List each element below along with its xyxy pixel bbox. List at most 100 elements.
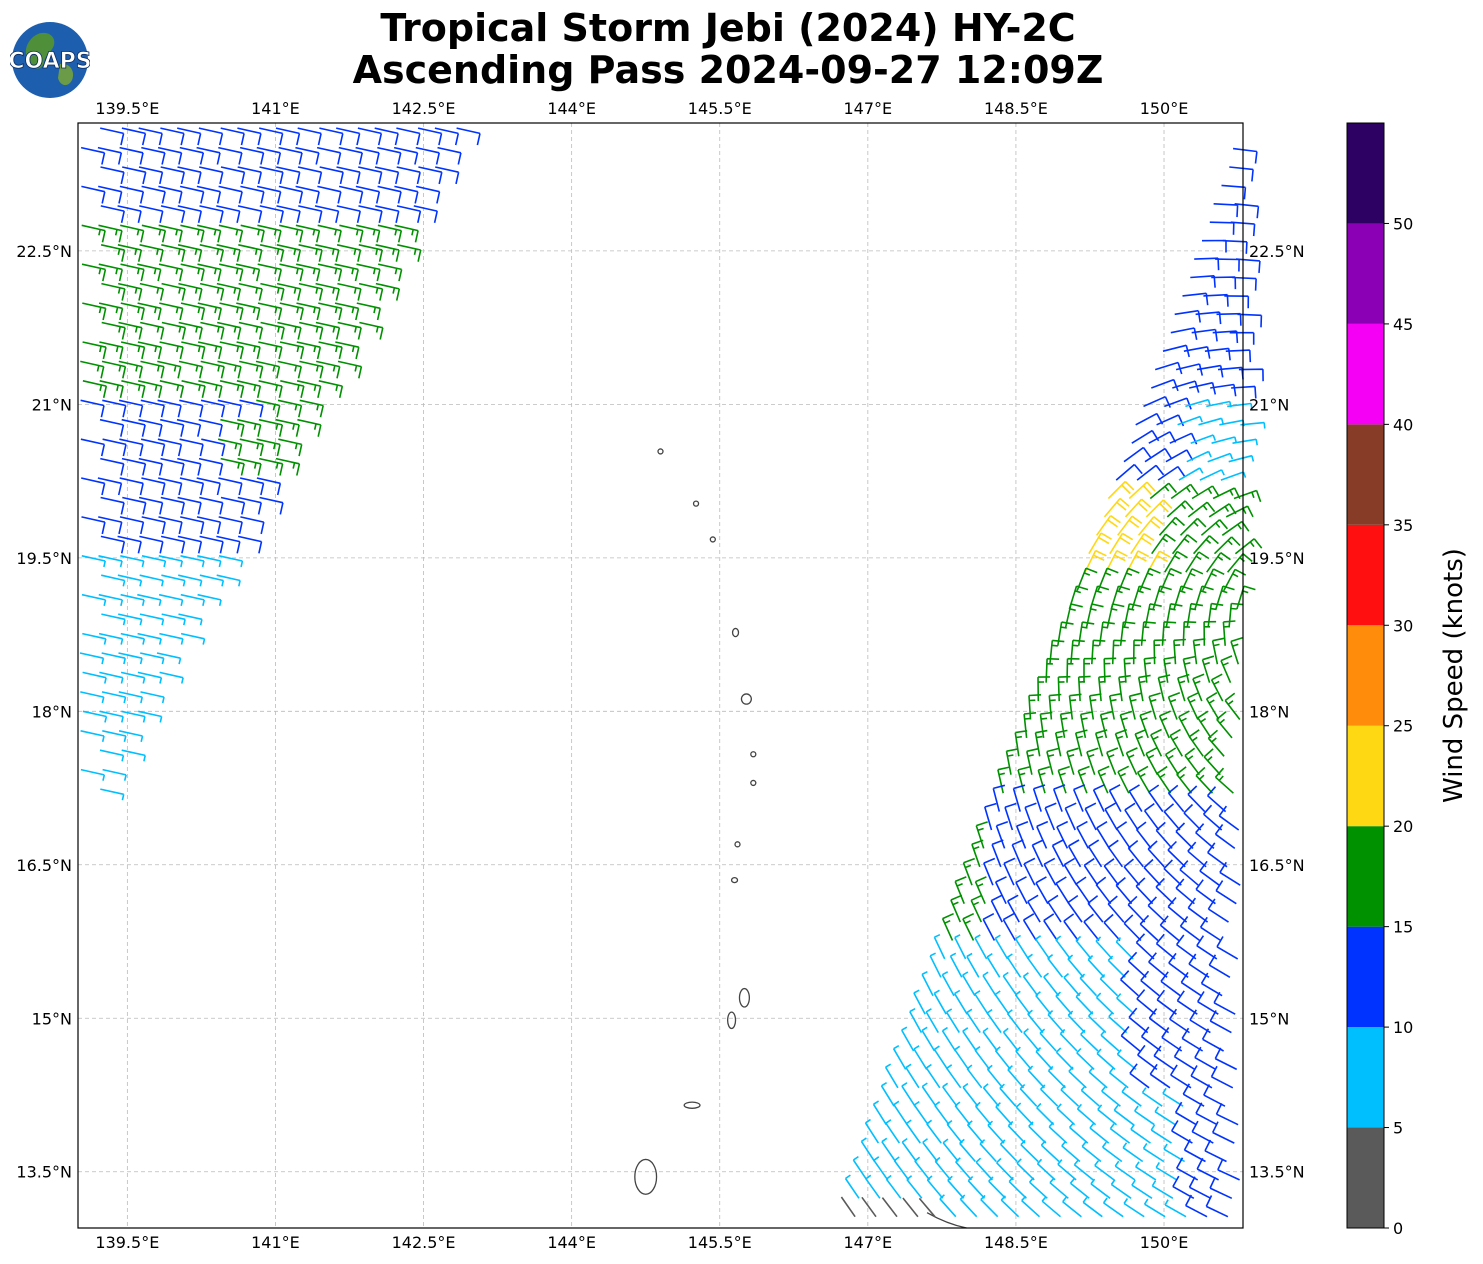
wind-barb bbox=[1047, 894, 1062, 923]
wind-barb bbox=[239, 146, 265, 165]
wind-barb bbox=[1215, 258, 1240, 272]
lat-tick-label-left: 13.5°N bbox=[16, 1163, 72, 1182]
wind-barb bbox=[237, 535, 263, 554]
wind-barb bbox=[1039, 1028, 1057, 1052]
wind-barb bbox=[1026, 953, 1043, 978]
wind-barb bbox=[122, 166, 147, 185]
wind-barb bbox=[933, 989, 947, 1015]
wind-barb bbox=[1080, 1085, 1100, 1107]
island-outline bbox=[734, 841, 741, 848]
wind-barb bbox=[1115, 876, 1133, 905]
wind-barb bbox=[356, 224, 381, 243]
wind-barb bbox=[1139, 914, 1159, 942]
wind-barb bbox=[1121, 1086, 1142, 1107]
wind-barb bbox=[181, 380, 206, 398]
wind-barb bbox=[922, 1138, 939, 1162]
wind-barb bbox=[197, 341, 223, 360]
wind-barb bbox=[137, 671, 163, 684]
wind-barb bbox=[240, 516, 265, 535]
island-outline bbox=[726, 1011, 737, 1030]
wind-barb bbox=[1106, 747, 1119, 775]
colorbar-segment bbox=[1347, 625, 1384, 726]
wind-barb bbox=[159, 632, 184, 645]
wind-barb bbox=[159, 341, 184, 360]
wind-barb bbox=[1184, 1194, 1208, 1218]
lat-tick-label-right: 21°N bbox=[1249, 395, 1289, 414]
wind-barb bbox=[276, 282, 302, 301]
wind-barb bbox=[1035, 935, 1051, 960]
wind-barb bbox=[1164, 747, 1180, 776]
wind-barb bbox=[1016, 1158, 1035, 1181]
wind-barb bbox=[1221, 184, 1247, 200]
colorbar-tick-label: 5 bbox=[1393, 1119, 1403, 1138]
wind-barb bbox=[99, 418, 125, 437]
wind-barb bbox=[418, 166, 443, 185]
wind-barb bbox=[1007, 1065, 1025, 1089]
wind-barb bbox=[140, 652, 165, 665]
wind-barb bbox=[1114, 1160, 1136, 1181]
tick-labels: 139.5°E 139.5°E 141°E 141°E 142.5°E 142.5°E 14… bbox=[16, 99, 1304, 1252]
wind-barb bbox=[1041, 1196, 1062, 1218]
wind-barb bbox=[1201, 655, 1215, 683]
wind-barb bbox=[319, 127, 344, 146]
wind-barb bbox=[256, 438, 281, 457]
wind-barb bbox=[160, 205, 186, 223]
wind-barb bbox=[992, 784, 1006, 812]
wind-barb bbox=[1202, 804, 1223, 831]
wind-barb bbox=[180, 632, 206, 645]
wind-barb bbox=[216, 574, 241, 587]
wind-barb bbox=[101, 574, 126, 587]
wind-barb bbox=[100, 166, 125, 185]
wind-barb bbox=[118, 652, 143, 665]
wind-barb bbox=[335, 341, 360, 360]
wind-barb bbox=[257, 224, 282, 243]
wind-barb bbox=[1216, 312, 1242, 326]
wind-barb bbox=[258, 341, 283, 360]
wind-barb bbox=[139, 244, 164, 262]
lon-tick-label-top: 139.5°E bbox=[95, 99, 159, 118]
wind-barb bbox=[1143, 395, 1172, 408]
wind-barb bbox=[237, 496, 262, 515]
wind-barb bbox=[1130, 1123, 1151, 1144]
wind-barb bbox=[158, 593, 184, 606]
wind-barb bbox=[1122, 1142, 1144, 1163]
wind-barb bbox=[299, 360, 324, 379]
wind-barb bbox=[1035, 1047, 1053, 1070]
wind-barb bbox=[1144, 603, 1162, 628]
wind-barb bbox=[220, 127, 245, 146]
wind-barb bbox=[336, 166, 361, 185]
wind-barb bbox=[237, 205, 263, 223]
lon-tick-label-top: 150°E bbox=[1140, 99, 1189, 118]
wind-barb bbox=[1145, 747, 1159, 776]
wind-barb bbox=[1218, 805, 1240, 831]
wind-barb bbox=[1075, 992, 1094, 1015]
wind-barb bbox=[1015, 820, 1029, 849]
wind-barb bbox=[1088, 532, 1112, 555]
wind-barb bbox=[220, 418, 245, 437]
wind-barb bbox=[974, 1045, 991, 1070]
wind-barb bbox=[1077, 621, 1095, 646]
wind-barb bbox=[1177, 673, 1190, 702]
wind-barb bbox=[1186, 450, 1212, 463]
wind-barb bbox=[1023, 712, 1037, 738]
wind-barb bbox=[1108, 1067, 1129, 1089]
wind-barb bbox=[885, 1119, 901, 1144]
wind-barb bbox=[1067, 1010, 1086, 1034]
wind-barb bbox=[295, 224, 321, 243]
wind-barb bbox=[1000, 1195, 1020, 1218]
wind-barb bbox=[1116, 993, 1136, 1015]
wind-barb bbox=[1167, 840, 1186, 868]
wind-barb bbox=[1076, 1047, 1095, 1070]
wind-barb bbox=[1151, 1180, 1174, 1199]
wind-barb bbox=[180, 302, 206, 321]
wind-barb bbox=[1059, 711, 1073, 739]
wind-barb bbox=[80, 730, 105, 742]
wind-barb bbox=[298, 244, 323, 262]
wind-barb bbox=[1119, 621, 1136, 646]
wind-barb bbox=[1211, 637, 1225, 665]
wind-barb bbox=[1123, 657, 1137, 683]
wind-barb bbox=[179, 438, 204, 457]
wind-barb bbox=[1232, 276, 1257, 291]
wind-barb bbox=[317, 224, 342, 243]
wind-barb bbox=[296, 263, 321, 282]
